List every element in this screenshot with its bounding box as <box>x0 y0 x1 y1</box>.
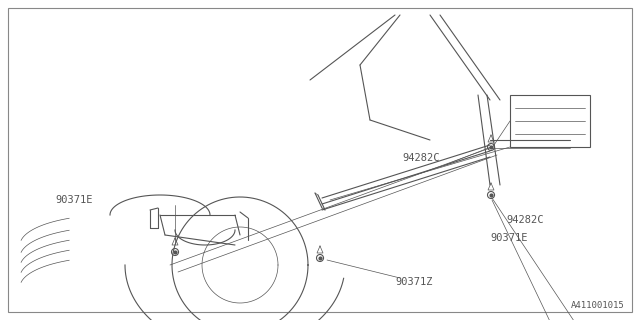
Bar <box>510 95 590 147</box>
Text: 90371E: 90371E <box>55 195 93 205</box>
Text: 90371Z: 90371Z <box>395 277 433 287</box>
Text: 90371E: 90371E <box>490 233 527 243</box>
Text: 94282C: 94282C <box>506 215 543 225</box>
Text: A411001015: A411001015 <box>572 301 625 310</box>
Text: 94282C: 94282C <box>403 153 440 163</box>
